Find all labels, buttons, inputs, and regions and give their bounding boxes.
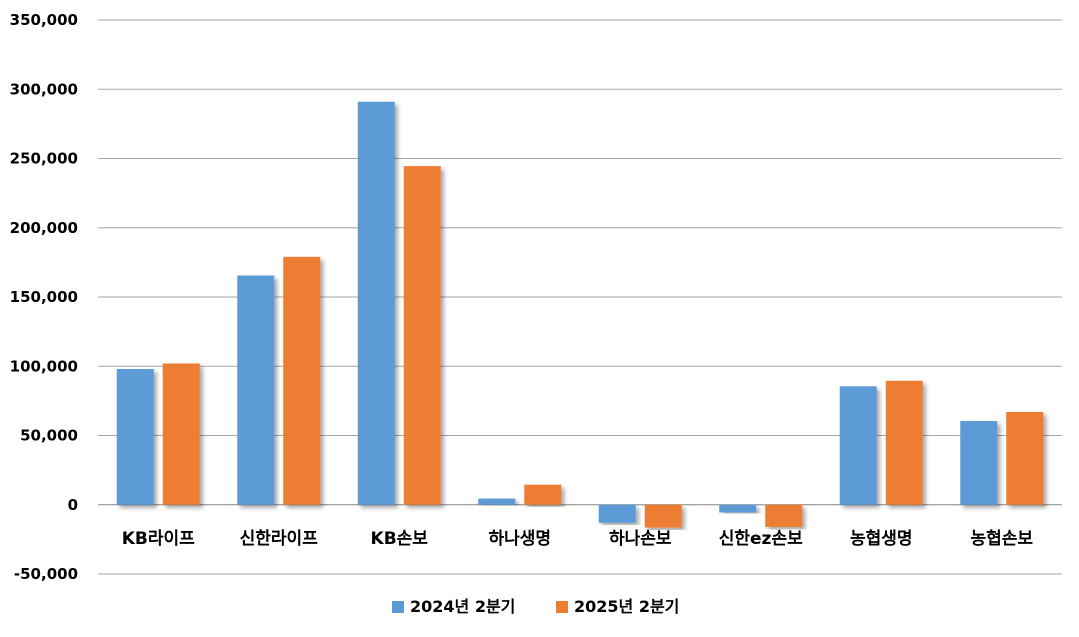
- x-tick-label: 신한라이프: [240, 529, 319, 549]
- x-tick-label: 하나손보: [609, 529, 672, 549]
- y-tick-label: 50,000: [20, 427, 78, 445]
- y-tick-label: 350,000: [10, 11, 78, 29]
- bar-2024q2-5: [719, 504, 757, 513]
- x-tick-label: KB손보: [371, 529, 429, 549]
- x-tick-label: 농협손보: [970, 528, 1033, 549]
- x-tick-label: 농협생명: [850, 528, 913, 549]
- bar-2025q2-5: [765, 504, 803, 527]
- legend-label-2024q2: 2024년 2분기: [410, 597, 515, 616]
- bar-2025q2-1: [283, 256, 321, 505]
- bar-2024q2-1: [237, 275, 275, 505]
- x-axis-ticks: KB라이프 신한라이프 KB손보 하나생명 하나손보 신한ez손보 농협생명 농협손보: [122, 528, 1034, 549]
- bar-2024q2-3: [478, 498, 516, 505]
- bar-2024q2-6: [839, 386, 877, 505]
- bar-2024q2-4: [598, 504, 636, 523]
- y-tick-label: 300,000: [10, 80, 78, 98]
- x-tick-label: KB라이프: [122, 529, 195, 549]
- bar-2024q2-0: [116, 369, 154, 505]
- bar-2025q2-7: [1006, 411, 1044, 505]
- bar-2025q2-4: [644, 504, 682, 528]
- bar-2025q2-3: [524, 484, 562, 505]
- y-tick-label: 150,000: [10, 288, 78, 306]
- legend-label-2025q2: 2025년 2분기: [574, 597, 679, 616]
- y-tick-label: -50,000: [14, 565, 78, 583]
- y-tick-label: 0: [68, 496, 78, 514]
- legend: 2024년 2분기 2025년 2분기: [392, 597, 679, 616]
- x-tick-label: 신한ez손보: [719, 529, 803, 549]
- x-tick-label: 하나생명: [488, 529, 551, 549]
- legend-swatch-2024q2: [392, 601, 404, 613]
- y-tick-label: 200,000: [10, 219, 78, 237]
- bar-2025q2-6: [885, 380, 923, 505]
- y-tick-label: 250,000: [10, 150, 78, 168]
- y-tick-label: 100,000: [10, 357, 78, 375]
- bar-2025q2-0: [162, 363, 200, 505]
- bar-2025q2-2: [403, 166, 441, 505]
- bars: [116, 101, 1044, 528]
- bar-2024q2-7: [960, 420, 998, 505]
- legend-swatch-2025q2: [556, 601, 568, 613]
- y-axis-ticks: 350,000 300,000 250,000 200,000 150,000 100,0…: [10, 11, 78, 583]
- bar-2024q2-2: [357, 101, 395, 505]
